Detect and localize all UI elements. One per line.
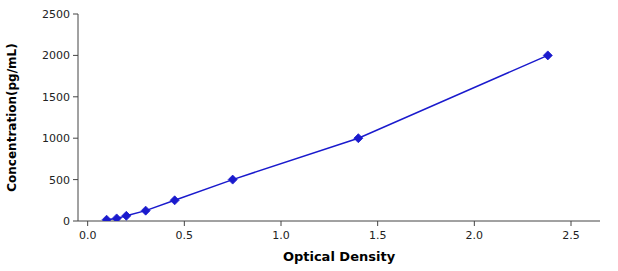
x-tick-label: 1.0 [272,229,290,242]
x-tick [474,221,475,226]
point [122,211,131,220]
x-axis-label: Optical Density [283,249,396,264]
point [141,206,150,215]
point [354,134,363,143]
point [543,51,552,60]
y-axis-label: Concentration(pg/mL) [5,43,19,191]
x-tick-label: 0.0 [79,229,97,242]
y-tick [73,14,78,15]
x-tick [184,221,185,226]
x-tick-label: 1.5 [369,229,387,242]
y-tick-label: 2000 [42,49,70,62]
x-tick-label: 2.5 [562,229,580,242]
y-tick-label: 0 [63,215,70,228]
y-axis-line [78,14,79,221]
y-tick-label: 1500 [42,91,70,104]
y-tick-label: 500 [49,174,70,187]
line [107,55,548,219]
y-tick [73,138,78,139]
point [102,215,111,221]
y-tick-label: 1000 [42,132,70,145]
x-tick-label: 0.5 [176,229,194,242]
y-tick [73,55,78,56]
point [112,214,121,221]
point [170,196,179,205]
y-tick-label: 2500 [42,8,70,21]
y-tick [73,96,78,97]
x-axis-line [78,221,600,222]
x-tick-label: 2.0 [466,229,484,242]
point [228,175,237,184]
chart: 0.0 0.5 1.0 1.5 2.0 2.5 0 500 1000 1500 2000 2500 Op… [0,0,618,271]
y-tick [73,179,78,180]
x-tick [377,221,378,226]
x-tick [87,221,88,226]
x-tick [281,221,282,226]
x-tick [571,221,572,226]
y-tick [73,221,78,222]
plot-data [102,51,552,221]
